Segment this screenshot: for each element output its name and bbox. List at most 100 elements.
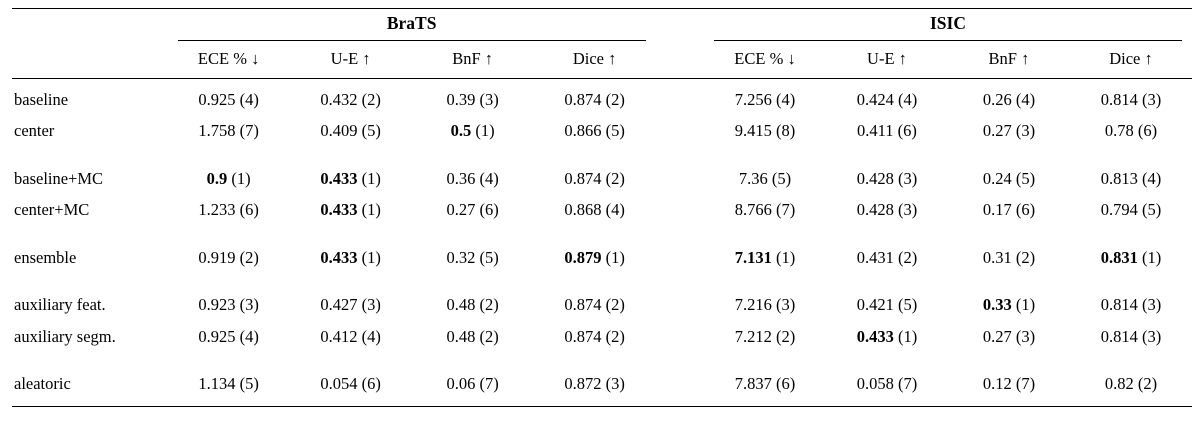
metric-cell: 0.433 (1) (290, 194, 412, 225)
metric-value: 0.421 (856, 295, 894, 315)
column-gap (656, 147, 704, 194)
row-label: aleatoric (14, 374, 71, 394)
row-label: auxiliary feat. (14, 295, 106, 315)
metric-value: 0.27 (982, 326, 1012, 346)
metric-cell: 1.233 (6) (168, 194, 290, 225)
col-header-isic-bnf: BnF ↑ (947, 41, 1070, 79)
metric-cell: 0.428 (3) (826, 194, 948, 225)
metric-rank: (2) (897, 247, 918, 267)
row-label: baseline+MC (14, 168, 104, 188)
col-header-brats-ece: ECE % ↓ (167, 41, 290, 79)
metric-cell: 0.48 (2) (412, 273, 534, 320)
column-gap (656, 194, 704, 225)
metric-cell: 0.412 (4) (290, 321, 412, 352)
metric-cell: 0.872 (3) (534, 352, 656, 406)
metric-value: 0.12 (982, 374, 1012, 394)
metric-rank: (1) (361, 247, 381, 267)
metric-value: 7.256 (734, 90, 772, 109)
metric-rank: (5) (361, 121, 381, 141)
metric-cell: 0.058 (7) (826, 352, 948, 406)
metric-rank: (5) (1015, 168, 1036, 188)
metric-cell: 0.874 (2) (534, 321, 656, 352)
metric-rank: (2) (605, 90, 625, 109)
metric-rank: (3) (239, 295, 259, 315)
metric-rank: (2) (479, 326, 499, 346)
metric-value: 0.36 (446, 168, 476, 188)
metric-value: 7.212 (734, 326, 772, 346)
metric-rank: (2) (605, 326, 625, 346)
metric-value: 0.5 (450, 121, 472, 141)
metric-cell: 0.432 (2) (290, 79, 412, 116)
metric-rank: (4) (239, 90, 259, 109)
metric-rank: (6) (897, 121, 917, 141)
column-gap (655, 41, 704, 79)
metric-value: 0.411 (857, 121, 894, 141)
metric-value: 0.058 (856, 374, 894, 394)
metric-cell: 0.433 (1) (290, 226, 412, 273)
metric-rank: (7) (775, 200, 796, 220)
metric-value: 0.06 (446, 374, 476, 394)
metric-rank: (4) (1141, 168, 1162, 188)
metric-cell: 0.12 (7) (948, 352, 1070, 406)
metric-value: 0.874 (564, 90, 602, 109)
metric-rank: (4) (361, 326, 381, 346)
metric-rank: (2) (605, 168, 625, 188)
metric-value: 0.925 (198, 326, 236, 346)
col-header-brats-ue: U-E ↑ (289, 41, 412, 79)
metric-value: 7.837 (734, 374, 772, 394)
metric-value: 0.919 (198, 247, 236, 267)
group-header-row: BraTS ISIC (12, 9, 1192, 42)
metric-value: 0.39 (446, 90, 476, 109)
metric-rank: (3) (1141, 295, 1162, 315)
metric-value: 0.27 (982, 121, 1012, 141)
table-row: aleatoric 1.134 (5) 0.054 (6) 0.06 (7) 0.872… (12, 352, 1192, 406)
row-label: auxiliary segm. (14, 326, 116, 346)
metric-cell: 0.424 (4) (826, 79, 948, 116)
metric-value: 0.866 (564, 121, 602, 141)
metric-cell: 0.831 (1) (1070, 226, 1192, 273)
metric-cell: 0.814 (3) (1070, 321, 1192, 352)
metric-rank: (4) (605, 200, 625, 220)
metric-cell: 0.48 (2) (412, 321, 534, 352)
metric-value: 0.433 (320, 247, 358, 267)
metric-value: 0.794 (1100, 200, 1138, 220)
metric-cell: 7.36 (5) (704, 147, 826, 194)
col-header-brats-bnf: BnF ↑ (411, 41, 534, 79)
metric-cell: 0.27 (3) (948, 115, 1070, 146)
metric-rank: (4) (479, 168, 499, 188)
row-label: center+MC (14, 200, 90, 220)
metric-cell: 7.256 (4) (704, 79, 826, 116)
metric-value: 0.48 (446, 326, 476, 346)
metric-rank: (4) (775, 90, 796, 109)
metric-cell: 0.82 (2) (1070, 352, 1192, 406)
group-header-brats: BraTS (168, 9, 656, 41)
metric-cell: 0.923 (3) (168, 273, 290, 320)
row-label: baseline (14, 90, 69, 109)
metric-value: 0.925 (198, 90, 236, 109)
metric-cell: 0.39 (3) (412, 79, 534, 116)
metric-rank: (5) (771, 168, 792, 188)
metric-rank: (3) (361, 295, 381, 315)
metric-rank: (5) (605, 121, 625, 141)
metric-cell: 0.874 (2) (534, 273, 656, 320)
metric-value: 7.131 (734, 247, 772, 267)
table-row: auxiliary feat. 0.923 (3) 0.427 (3) 0.48 (2… (12, 273, 1192, 320)
metric-rank: (5) (239, 374, 259, 394)
metric-value: 0.814 (1100, 326, 1138, 346)
metric-cell: 9.415 (8) (704, 115, 826, 146)
table-row: auxiliary segm. 0.925 (4) 0.412 (4) 0.48 (2… (12, 321, 1192, 352)
metric-value: 0.814 (1100, 90, 1138, 109)
metric-cell: 0.925 (4) (168, 321, 290, 352)
metric-cell: 0.428 (3) (826, 147, 948, 194)
group-header-isic-label: ISIC (714, 13, 1182, 41)
table-row: baseline+MC 0.9 (1) 0.433 (1) 0.36 (4) 0.874… (12, 147, 1192, 194)
column-gap (656, 9, 704, 42)
metric-cell: 1.134 (5) (168, 352, 290, 406)
metric-rank: (1) (361, 168, 381, 188)
column-header-row: ECE % ↓ U-E ↑ BnF ↑ Dice ↑ ECE % ↓ U-E ↑… (12, 41, 1192, 79)
metric-cell: 0.33 (1) (948, 273, 1070, 320)
metric-value: 0.054 (320, 374, 358, 394)
row-label: center (14, 121, 55, 141)
metric-value: 9.415 (734, 121, 772, 141)
metric-rank: (1) (231, 168, 251, 188)
